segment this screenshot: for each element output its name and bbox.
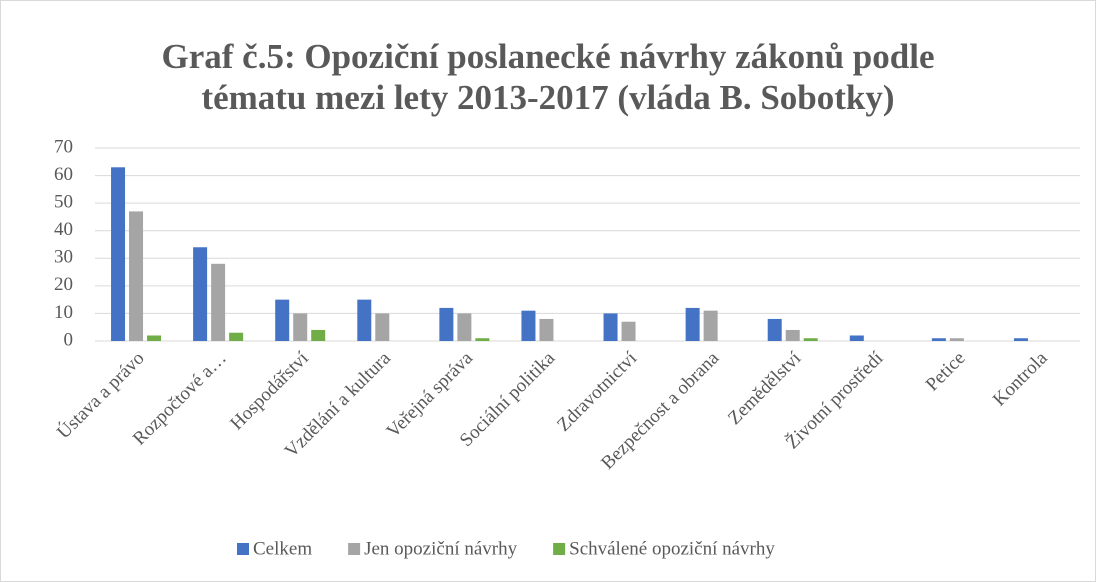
- bar: [293, 313, 308, 341]
- bar: [211, 263, 226, 341]
- bar: [539, 318, 554, 341]
- bar: [375, 313, 390, 341]
- chart-title: Graf č.5: Opoziční poslanecké návrhy zák…: [162, 37, 935, 76]
- legend-swatch: [553, 543, 566, 555]
- bar: [457, 313, 472, 341]
- legend-label: Jen opoziční návrhy: [364, 538, 518, 559]
- y-tick-label: 20: [54, 274, 73, 295]
- bar: [129, 211, 144, 341]
- bar: [193, 247, 208, 341]
- bar: [111, 167, 126, 341]
- y-tick-label: 50: [54, 192, 73, 213]
- bar: [703, 310, 718, 341]
- legend-label: Celkem: [253, 538, 312, 559]
- bar: [849, 335, 864, 341]
- chart-title: tématu mezi lety 2013-2017 (vláda B. Sob…: [201, 78, 894, 117]
- bar: [949, 338, 964, 341]
- y-tick-label: 40: [54, 219, 73, 240]
- legend-swatch: [348, 543, 361, 555]
- y-tick-label: 0: [64, 329, 74, 350]
- y-tick-label: 60: [54, 164, 73, 185]
- y-tick-label: 30: [54, 247, 73, 268]
- bar: [229, 332, 244, 341]
- bar: [357, 299, 372, 341]
- legend: Celkem Jen opoziční návrhy Schválené opozi…: [237, 538, 775, 559]
- bar: [603, 313, 618, 341]
- y-tick-label: 70: [54, 136, 73, 157]
- legend-label: Schválené opoziční návrhy: [569, 538, 775, 559]
- y-tick-label: 10: [54, 302, 73, 323]
- bar: [803, 338, 818, 341]
- bar: [1013, 338, 1028, 341]
- bar: [931, 338, 946, 341]
- bar: [275, 299, 290, 341]
- bar: [147, 335, 162, 341]
- bar: [785, 329, 800, 341]
- bar: [311, 329, 326, 341]
- legend-swatch: [237, 543, 249, 555]
- bar: [521, 310, 536, 341]
- bar: [439, 307, 454, 341]
- bar: [685, 307, 700, 341]
- bar: [475, 338, 490, 341]
- bar: [621, 321, 636, 341]
- bar: [767, 318, 782, 341]
